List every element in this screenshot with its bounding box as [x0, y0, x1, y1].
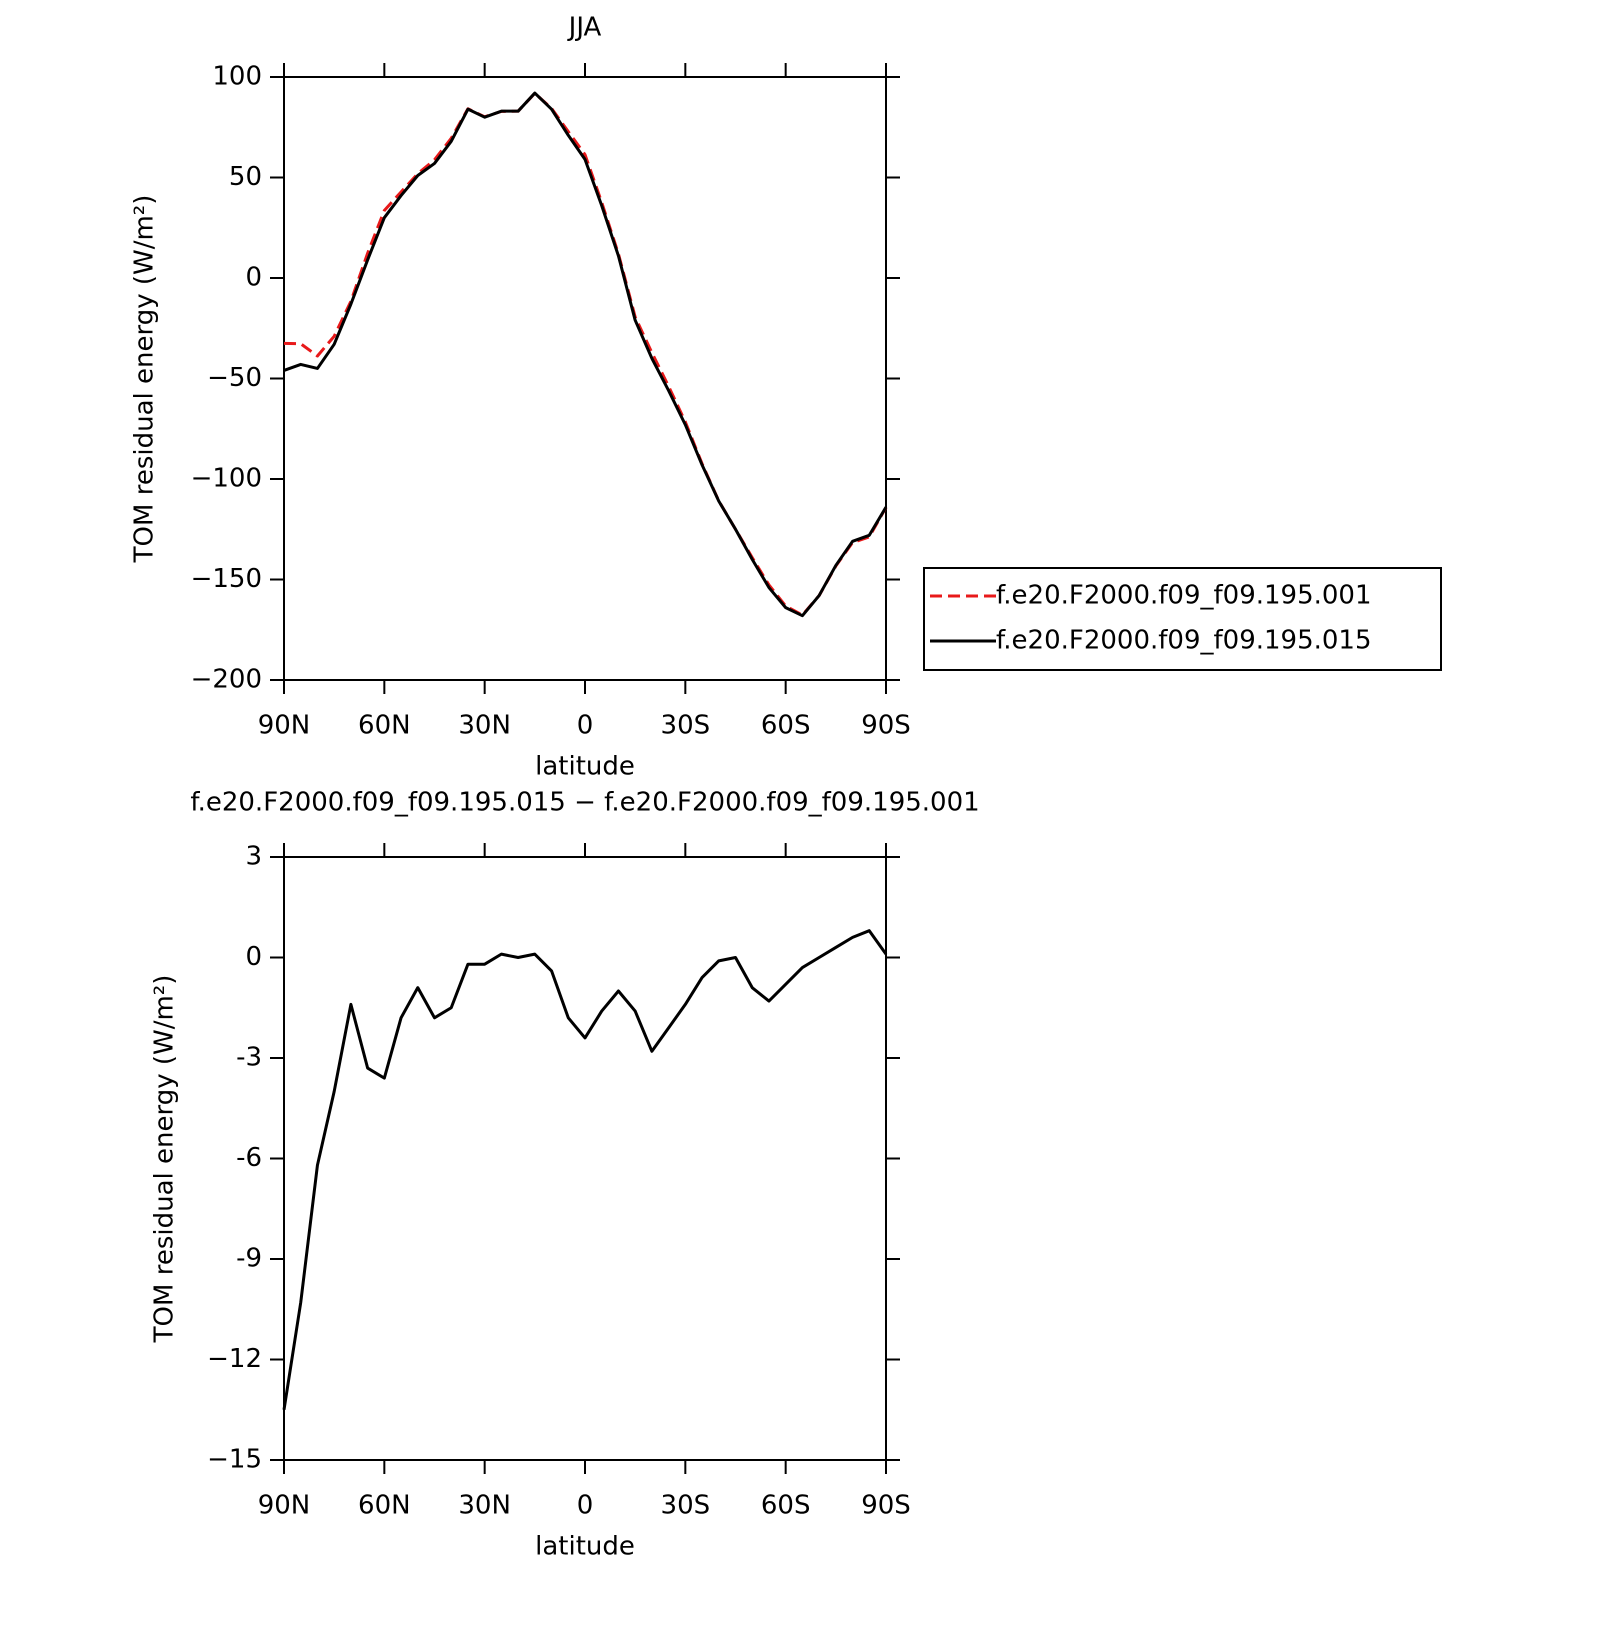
- legend-label: f.e20.F2000.f09_f09.195.015: [996, 626, 1372, 656]
- x-tick-label: 90S: [861, 711, 911, 741]
- y-tick-label: 0: [245, 942, 262, 972]
- y-tick-label: 50: [229, 162, 262, 192]
- y-tick-label: -6: [236, 1143, 262, 1173]
- plot-frame: [283, 76, 887, 681]
- plot-frame: [283, 856, 887, 1461]
- x-tick-label: 30S: [661, 711, 711, 741]
- y-tick-label: 3: [245, 842, 262, 872]
- x-tick-label: 60S: [761, 711, 811, 741]
- x-axis-label: latitude: [535, 1532, 635, 1562]
- x-tick-label: 0: [577, 711, 594, 741]
- y-tick-label: −50: [207, 363, 262, 393]
- x-tick-label: 60N: [358, 711, 411, 741]
- chart-title: f.e20.F2000.f09_f09.195.015 − f.e20.F200…: [190, 788, 979, 818]
- y-tick-label: −150: [191, 564, 262, 594]
- y-tick-label: −100: [191, 464, 262, 494]
- x-tick-label: 90N: [258, 1491, 311, 1521]
- x-tick-label: 60N: [358, 1491, 411, 1521]
- y-tick-label: −15: [207, 1445, 262, 1475]
- x-tick-label: 30S: [661, 1491, 711, 1521]
- data-line: [282, 929, 888, 1410]
- x-tick-label: 60S: [761, 1491, 811, 1521]
- x-tick-label: 30N: [458, 1491, 511, 1521]
- y-tick-label: 100: [212, 62, 262, 92]
- legend-label: f.e20.F2000.f09_f09.195.001: [996, 581, 1372, 611]
- x-tick-label: 90S: [861, 1491, 911, 1521]
- x-tick-label: 0: [577, 1491, 594, 1521]
- y-axis-label: TOM residual energy (W/m²): [150, 975, 180, 1344]
- y-tick-label: −12: [207, 1344, 262, 1374]
- legend-box: [923, 567, 1442, 671]
- chart-title: JJA: [567, 13, 602, 43]
- y-tick-label: −200: [191, 665, 262, 695]
- y-tick-label: -9: [236, 1244, 262, 1274]
- y-tick-label: 0: [245, 263, 262, 293]
- data-line: [283, 91, 888, 617]
- y-tick-label: -3: [236, 1043, 262, 1073]
- x-tick-label: 30N: [458, 711, 511, 741]
- x-tick-label: 90N: [258, 711, 311, 741]
- x-axis-label: latitude: [535, 752, 635, 782]
- data-line: [283, 91, 888, 618]
- y-axis-label: TOM residual energy (W/m²): [130, 195, 160, 564]
